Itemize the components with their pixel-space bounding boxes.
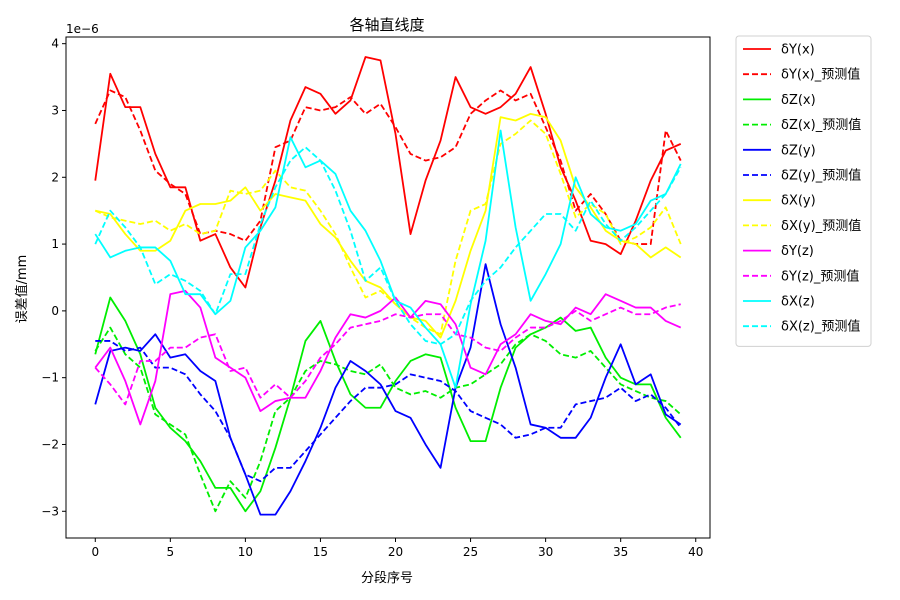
- y-tick-label: 3: [51, 103, 59, 117]
- x-tick-label: 5: [167, 545, 175, 559]
- legend-label-9: δY(z)_预测值: [781, 268, 859, 284]
- series-line-3: [94, 326, 682, 513]
- legend-label-11: δX(z)_预测值: [781, 319, 860, 335]
- series-line-7: [94, 119, 682, 336]
- series-line-2: [94, 296, 682, 513]
- series-line-8: [94, 289, 682, 426]
- plot-area: 0 5 10 15 20 25 30 35 40 −3 −2 −1 0 1 2 3 4: [41, 36, 711, 559]
- series-line-5: [95, 340, 682, 483]
- x-axis-title: 分段序号: [361, 571, 413, 586]
- chart-title: 各轴直线度: [349, 16, 424, 34]
- legend-label-5: δZ(y)_预测值: [781, 168, 861, 184]
- x-tick-label: 40: [688, 545, 703, 559]
- y-tick-label: 2: [51, 170, 59, 184]
- plot-frame: [65, 36, 711, 539]
- series-line-1: [94, 89, 682, 245]
- x-tick-label: 35: [613, 545, 628, 559]
- x-tick-label: 10: [238, 545, 253, 559]
- x-tick-label: 20: [388, 545, 403, 559]
- legend-box: [735, 35, 872, 347]
- y-axis-title: 误差值/mm: [14, 255, 30, 324]
- legend-label-10: δX(z): [781, 295, 815, 310]
- legend-label-2: δZ(x): [781, 93, 816, 108]
- legend-label-0: δY(x): [781, 43, 815, 58]
- series-line-9: [94, 303, 681, 406]
- y-tick-label: −1: [41, 371, 59, 385]
- x-tick-label: 30: [538, 545, 553, 559]
- series-line-10: [94, 129, 682, 389]
- x-tick-label: 25: [463, 545, 478, 559]
- y-offset-label: 1e−6: [66, 22, 99, 36]
- series-line-11: [94, 146, 682, 346]
- y-tick-label: −2: [41, 437, 59, 451]
- y-tick-label: 1: [51, 237, 59, 251]
- legend-label-7: δX(y)_预测值: [781, 218, 861, 234]
- x-tick-label: 0: [91, 545, 99, 559]
- legend-label-8: δY(z): [781, 244, 814, 259]
- y-tick-label: 0: [51, 304, 59, 318]
- x-tick-label: 15: [313, 545, 328, 559]
- legend-label-6: δX(y): [781, 194, 816, 209]
- legend-label-4: δZ(y): [781, 143, 816, 158]
- legend: δY(x) δY(x)_预测值 δZ(x) δZ(x)_预测值 δZ(y) δZ(y)_预…: [735, 35, 872, 347]
- legend-label-3: δZ(x)_预测值: [781, 117, 861, 133]
- y-tick-label: −3: [41, 504, 59, 518]
- series-line-4: [94, 263, 682, 516]
- legend-label-1: δY(x)_预测值: [781, 67, 860, 83]
- y-tick-label: 4: [51, 37, 59, 51]
